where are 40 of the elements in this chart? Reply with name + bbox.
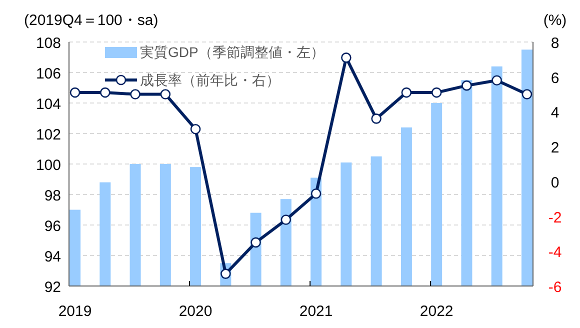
- point: [522, 89, 532, 100]
- y-tick-label: 98: [44, 188, 61, 204]
- point: [280, 214, 292, 225]
- y-tick-label: 100: [36, 157, 61, 174]
- y-tick-label: 108: [36, 35, 61, 52]
- y-tick-label: 92: [44, 279, 61, 296]
- legend-label: 成長率（前年比・右）: [140, 72, 280, 88]
- y2-tick-label: -2: [548, 209, 562, 226]
- legend-label: 実質GDP（季節調整値・左）: [140, 44, 324, 60]
- point: [130, 89, 140, 100]
- y2-tick-label: -6: [548, 279, 562, 296]
- point: [431, 87, 442, 98]
- y2-axis-title: (%): [543, 12, 567, 29]
- point: [492, 75, 502, 86]
- y-tick-label: 106: [36, 66, 61, 82]
- point: [160, 89, 171, 100]
- point: [70, 87, 80, 98]
- y-tick-label: 96: [44, 218, 61, 235]
- y2-tick-label: -4: [548, 244, 562, 262]
- x-tick-label: 2021: [299, 303, 333, 320]
- y2-tick-label: 6: [550, 70, 560, 87]
- point: [250, 237, 261, 248]
- x-tick-label: 2020: [178, 303, 212, 320]
- point: [310, 188, 322, 199]
- x-tick-label: 2019: [58, 303, 92, 320]
- point: [401, 87, 412, 98]
- point: [100, 87, 110, 98]
- x-tick-label: 2022: [420, 303, 454, 320]
- y2-tick-label: 8: [550, 35, 560, 52]
- point: [371, 114, 382, 124]
- y-tick-label: 102: [36, 126, 61, 144]
- point: [190, 124, 201, 134]
- y2-tick-label: 2: [550, 140, 560, 157]
- y-tick-label: 94: [44, 248, 61, 266]
- y-axis-title: (2019Q4＝100・sa): [24, 12, 158, 29]
- y2-tick-label: 4: [550, 104, 560, 122]
- point: [341, 52, 352, 63]
- y-tick-label: 104: [36, 96, 61, 113]
- point: [462, 80, 472, 91]
- y2-tick-label: 0: [550, 174, 560, 192]
